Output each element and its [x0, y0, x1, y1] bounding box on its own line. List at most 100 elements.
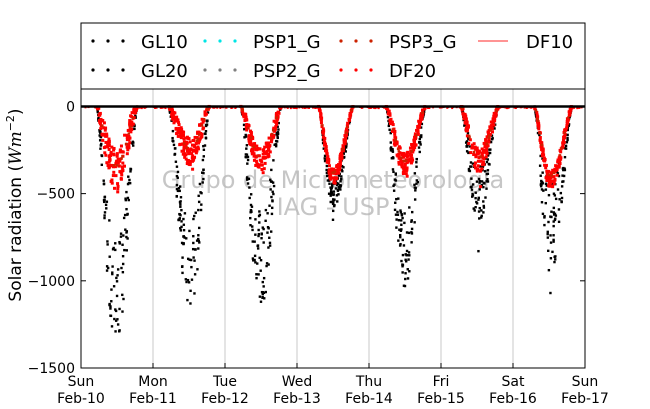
- gl-point: [486, 180, 490, 183]
- df20-point: [413, 132, 417, 136]
- df20-point: [417, 122, 421, 126]
- gl-point: [174, 160, 178, 163]
- df20-point: [565, 121, 569, 125]
- gl-point: [257, 234, 260, 238]
- gl-point: [118, 307, 121, 311]
- df20-point: [189, 147, 193, 151]
- df20-point: [243, 112, 247, 116]
- psp3-point: [185, 146, 189, 149]
- df20-point: [465, 120, 469, 124]
- gl-point: [464, 141, 468, 144]
- df20-point: [472, 153, 476, 157]
- df20-point: [541, 147, 545, 151]
- df20-point: [255, 144, 259, 148]
- x-tick-label-weekday: Sun: [572, 374, 599, 390]
- df20-point: [397, 162, 401, 166]
- psp3-point: [552, 171, 556, 175]
- gl-point: [544, 201, 547, 205]
- psp3-point: [200, 124, 204, 127]
- gl-point: [338, 184, 342, 187]
- gl-point: [262, 291, 266, 294]
- gl-point: [199, 191, 202, 194]
- df20-point: [470, 146, 474, 150]
- df20-point: [343, 142, 347, 146]
- df20-point: [187, 150, 191, 154]
- gl-point: [549, 241, 553, 244]
- gl-point: [552, 206, 556, 210]
- gl-point: [272, 192, 275, 196]
- gl-point: [172, 143, 176, 147]
- y-tick-label: 0: [66, 99, 75, 115]
- gl-point: [126, 196, 130, 200]
- gl-point: [542, 189, 545, 192]
- gl-point: [108, 255, 111, 258]
- gl-point: [249, 193, 253, 196]
- legend-entry-psp1_g: PSP1_G: [203, 32, 321, 53]
- gl-point: [332, 204, 336, 208]
- df20-point: [324, 144, 328, 148]
- df20-point: [121, 167, 125, 171]
- gl-point: [323, 159, 327, 163]
- gl-point: [176, 170, 180, 174]
- df20-point: [104, 153, 108, 157]
- gl-point: [113, 317, 116, 321]
- gl-point: [179, 205, 182, 208]
- gl-point: [469, 186, 472, 189]
- df20-point: [398, 151, 402, 155]
- psp3-point: [196, 137, 199, 141]
- psp3-point: [321, 124, 324, 127]
- df20-point: [185, 135, 189, 139]
- gl-point: [257, 214, 261, 218]
- df20-point: [552, 181, 556, 185]
- gl-point: [182, 242, 185, 245]
- df20-point: [130, 124, 134, 128]
- gl-point: [182, 228, 186, 232]
- gl-point: [465, 145, 469, 148]
- df20-point: [545, 177, 549, 181]
- df20-point: [535, 110, 539, 114]
- df20-point: [464, 129, 468, 133]
- legend-entry-gl20: GL20: [91, 61, 188, 82]
- gl-point: [260, 237, 263, 240]
- gl-point: [114, 319, 118, 322]
- gl-point: [399, 229, 403, 232]
- gl-point: [242, 123, 246, 127]
- df20-point: [485, 152, 489, 156]
- df20-point: [540, 141, 544, 145]
- df20-point: [116, 161, 120, 165]
- gl-point: [322, 147, 325, 150]
- gl-point: [401, 216, 404, 220]
- gl-point: [116, 318, 119, 321]
- gl-point: [265, 262, 269, 265]
- legend-marker: [339, 68, 343, 72]
- gl-point: [191, 247, 195, 251]
- gl-point: [264, 219, 267, 222]
- gl-point: [182, 235, 185, 238]
- gl-point: [342, 152, 345, 155]
- df20-point: [412, 138, 416, 142]
- df20-point: [108, 158, 112, 162]
- df20-point: [102, 121, 106, 125]
- psp3-point: [241, 108, 244, 111]
- df20-point: [547, 175, 551, 179]
- x-tick-label-weekday: Sun: [68, 374, 95, 390]
- df20-point: [191, 154, 195, 158]
- df20-point: [338, 162, 342, 166]
- gl-point: [197, 239, 201, 243]
- gl-point: [265, 264, 268, 268]
- gl-point: [112, 246, 115, 250]
- psp3-point: [131, 117, 134, 120]
- gl-point: [269, 178, 272, 182]
- gl-point: [324, 158, 327, 161]
- gl-point: [206, 111, 210, 114]
- gl-point: [393, 208, 397, 212]
- df20-point: [115, 154, 119, 158]
- gl-point: [254, 233, 257, 236]
- gl-point: [416, 180, 420, 184]
- psp3-point: [560, 147, 563, 150]
- gl-point: [127, 198, 130, 202]
- gl-point: [400, 219, 403, 222]
- gl-point: [335, 181, 339, 185]
- df20-point: [505, 107, 508, 110]
- gl-point: [463, 124, 466, 127]
